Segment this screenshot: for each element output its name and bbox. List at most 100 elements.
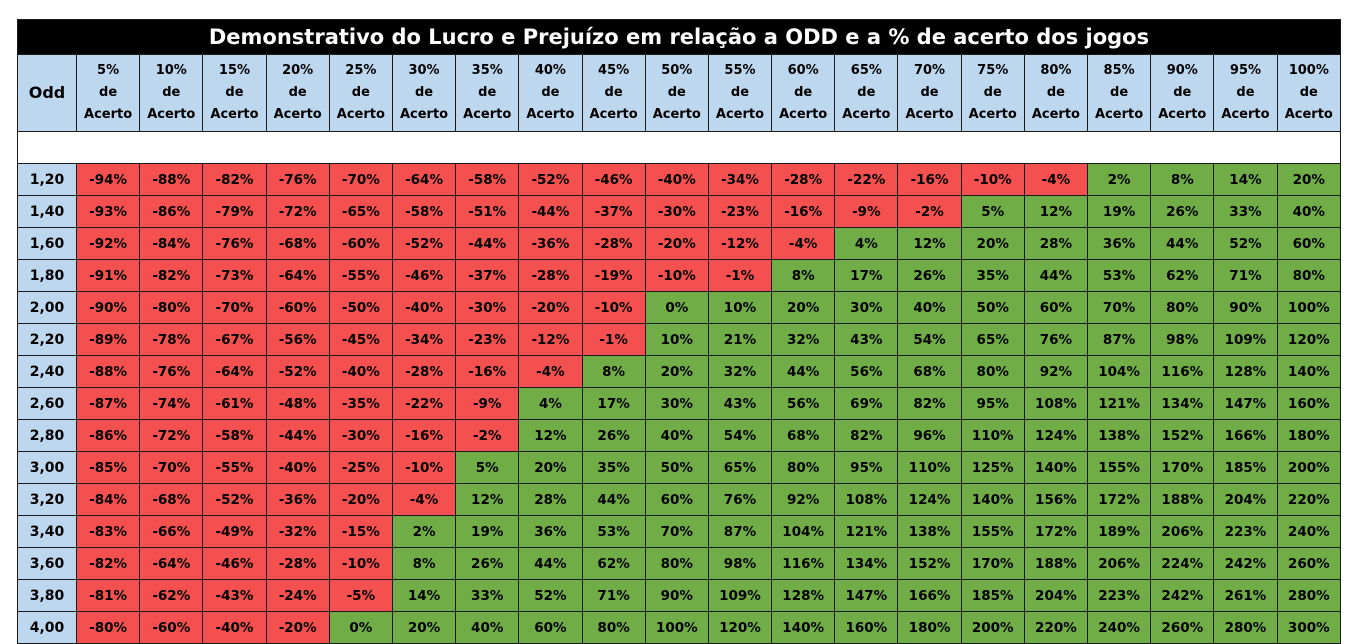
value-cell: 70%: [1086, 291, 1152, 324]
value-cell: 26%: [581, 419, 646, 452]
value-cell: 8%: [581, 355, 646, 388]
value-cell: 172%: [1023, 515, 1089, 548]
value-cell: 80%: [960, 355, 1025, 388]
column-header-percent: 45%: [598, 63, 630, 78]
value-cell: 125%: [960, 451, 1025, 484]
odd-cell: 2,60: [17, 387, 77, 420]
value-cell: 128%: [1213, 355, 1278, 388]
value-cell: -25%: [328, 451, 393, 484]
value-cell: 160%: [834, 611, 899, 644]
value-cell: -76%: [202, 227, 267, 260]
value-cell: -83%: [75, 515, 141, 548]
value-cell: 76%: [1023, 323, 1089, 356]
value-cell: -66%: [139, 515, 204, 548]
value-cell: 70%: [644, 515, 709, 548]
column-header: 70% de Acerto: [897, 54, 962, 132]
table-row: 2,00 -90% -80% -70% -60% -50% -40% -30% -20% -10%…: [17, 291, 1342, 324]
value-cell: -16%: [391, 419, 457, 452]
column-header-percent: 75%: [977, 63, 1009, 78]
value-cell: 80%: [1276, 259, 1342, 292]
value-cell: 28%: [1023, 227, 1089, 260]
value-cell: 224%: [1150, 547, 1215, 580]
value-cell: 33%: [455, 579, 520, 612]
value-cell: -10%: [581, 291, 646, 324]
column-header-acerto: Acerto: [589, 107, 638, 122]
value-cell: -76%: [265, 163, 330, 196]
value-cell: -93%: [75, 195, 141, 228]
value-cell: 43%: [707, 387, 773, 420]
column-header-de: de: [1173, 85, 1192, 100]
value-cell: 52%: [518, 579, 583, 612]
value-cell: 62%: [1150, 259, 1215, 292]
value-cell: -65%: [328, 195, 393, 228]
column-header-percent: 70%: [913, 63, 946, 78]
value-cell: 223%: [1213, 515, 1278, 548]
value-cell: 108%: [834, 483, 899, 516]
value-cell: 26%: [455, 547, 520, 580]
column-header-acerto: Acerto: [1221, 107, 1270, 122]
value-cell: -40%: [265, 451, 330, 484]
value-cell: -79%: [202, 195, 267, 228]
value-cell: 76%: [707, 483, 773, 516]
value-cell: 92%: [1023, 355, 1089, 388]
value-cell: 40%: [455, 611, 520, 644]
value-cell: -32%: [265, 515, 330, 548]
value-cell: 53%: [1086, 259, 1152, 292]
column-header-percent: 95%: [1229, 63, 1262, 78]
column-header: 10% de Acerto: [139, 54, 204, 132]
value-cell: 138%: [897, 515, 962, 548]
value-cell: 60%: [518, 611, 583, 644]
column-header: 25% de Acerto: [328, 54, 393, 132]
value-cell: 28%: [518, 483, 583, 516]
column-header: 5% de Acerto: [75, 54, 141, 132]
value-cell: -52%: [391, 227, 457, 260]
column-header-percent: 60%: [787, 63, 819, 78]
column-header-de: de: [1046, 85, 1065, 100]
value-cell: 121%: [834, 515, 899, 548]
value-cell: -73%: [202, 259, 267, 292]
value-cell: 40%: [897, 291, 962, 324]
table-row: 3,20 -84% -68% -52% -36% -20% -4% 12% 28% 44% 60% 7…: [17, 483, 1342, 516]
value-cell: 12%: [1023, 195, 1089, 228]
value-cell: 10%: [644, 323, 709, 356]
value-cell: -30%: [644, 195, 709, 228]
column-header-acerto: Acerto: [526, 107, 575, 122]
value-cell: 240%: [1086, 611, 1152, 644]
value-cell: -20%: [518, 291, 583, 324]
value-cell: -9%: [834, 195, 899, 228]
value-cell: -40%: [644, 163, 709, 196]
value-cell: -88%: [75, 355, 141, 388]
column-header-percent: 90%: [1166, 63, 1198, 78]
value-cell: 40%: [644, 419, 709, 452]
value-cell: 0%: [644, 291, 709, 324]
value-cell: 140%: [1023, 451, 1089, 484]
table-row: 1,60 -92% -84% -76% -68% -60% -52% -44% -36% -28%…: [17, 227, 1342, 260]
value-cell: 65%: [960, 323, 1025, 356]
value-cell: 26%: [1150, 195, 1215, 228]
column-header: 65% de Acerto: [834, 54, 899, 132]
value-cell: -68%: [139, 483, 204, 516]
value-cell: 52%: [1213, 227, 1278, 260]
column-header-acerto: Acerto: [210, 107, 259, 122]
table-row: 2,20 -89% -78% -67% -56% -45% -34% -23% -12% -1% 1…: [17, 323, 1342, 356]
value-cell: 43%: [834, 323, 899, 356]
column-header: 15% de Acerto: [202, 54, 267, 132]
odd-cell: 2,20: [17, 323, 77, 356]
value-cell: 50%: [644, 451, 709, 484]
value-cell: 200%: [960, 611, 1025, 644]
value-cell: -12%: [518, 323, 583, 356]
column-header-percent: 30%: [408, 63, 440, 78]
value-cell: 54%: [897, 323, 962, 356]
value-cell: 280%: [1276, 579, 1342, 612]
value-cell: 87%: [707, 515, 773, 548]
column-header: 55% de Acerto: [707, 54, 773, 132]
value-cell: -56%: [265, 323, 330, 356]
value-cell: -22%: [391, 387, 457, 420]
value-cell: -86%: [139, 195, 204, 228]
value-cell: -36%: [265, 483, 330, 516]
value-cell: 152%: [1150, 419, 1215, 452]
value-cell: -82%: [202, 163, 267, 196]
value-cell: 134%: [1150, 387, 1215, 420]
value-cell: -9%: [455, 387, 520, 420]
value-cell: -76%: [139, 355, 204, 388]
